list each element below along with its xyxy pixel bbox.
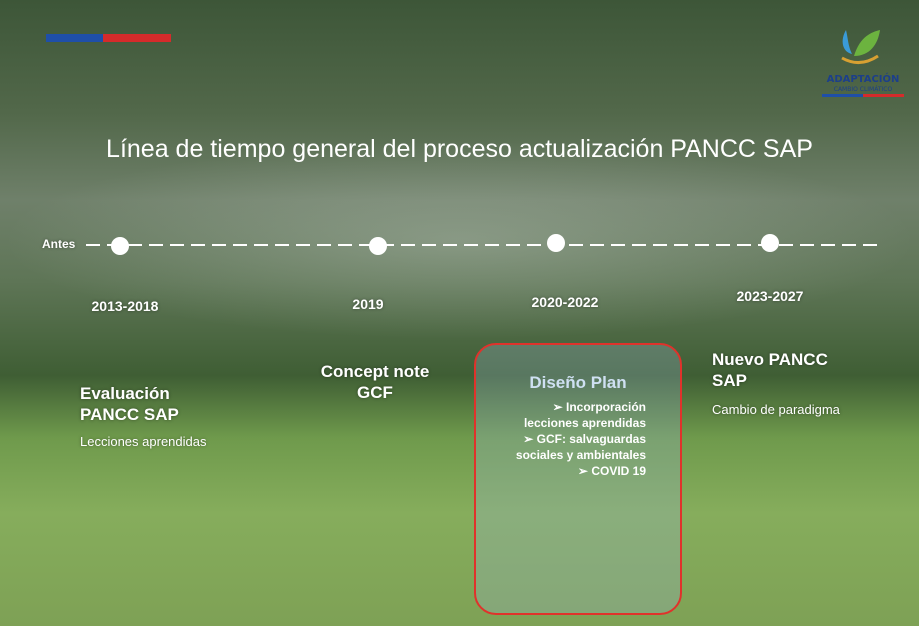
flag-blue bbox=[46, 34, 103, 42]
milestone-heading: Diseño Plan bbox=[529, 373, 627, 392]
milestone-item: GCF: salvaguardas sociales y ambientales bbox=[496, 431, 646, 463]
milestone-dot bbox=[369, 237, 387, 255]
milestone-dot bbox=[547, 234, 565, 252]
flag-red bbox=[103, 34, 171, 42]
logo-icon bbox=[841, 30, 880, 64]
slide-title: Línea de tiempo general del proceso actu… bbox=[106, 135, 813, 163]
period: 2023-2027 bbox=[736, 288, 804, 304]
period: 2019 bbox=[352, 296, 384, 312]
milestone-detail: Lecciones aprendidas bbox=[80, 434, 207, 449]
logo-bar bbox=[822, 94, 904, 97]
milestone-dot bbox=[111, 237, 129, 255]
highlight-box: Diseño Plan Incorporación lecciones apre… bbox=[474, 343, 682, 615]
milestone-heading: Nuevo PANCC SAP bbox=[712, 350, 828, 390]
period: 2020-2022 bbox=[531, 294, 599, 310]
milestone-items: Incorporación lecciones aprendidas GCF: … bbox=[496, 399, 646, 479]
logo-title: ADAPTACIÓN bbox=[826, 74, 900, 85]
period: 2013-2018 bbox=[91, 298, 159, 314]
milestone-dot bbox=[761, 234, 779, 252]
milestone-item: COVID 19 bbox=[496, 463, 646, 479]
milestone-detail: Cambio de paradigma bbox=[712, 402, 840, 417]
start-label: Antes bbox=[42, 237, 76, 251]
milestone-item: Incorporación lecciones aprendidas bbox=[496, 399, 646, 431]
logo-subtitle: CAMBIO CLIMÁTICO bbox=[833, 86, 893, 93]
milestone-heading: Evaluación PANCC SAP bbox=[80, 384, 179, 424]
milestone-heading: Concept note GCF bbox=[320, 362, 430, 402]
